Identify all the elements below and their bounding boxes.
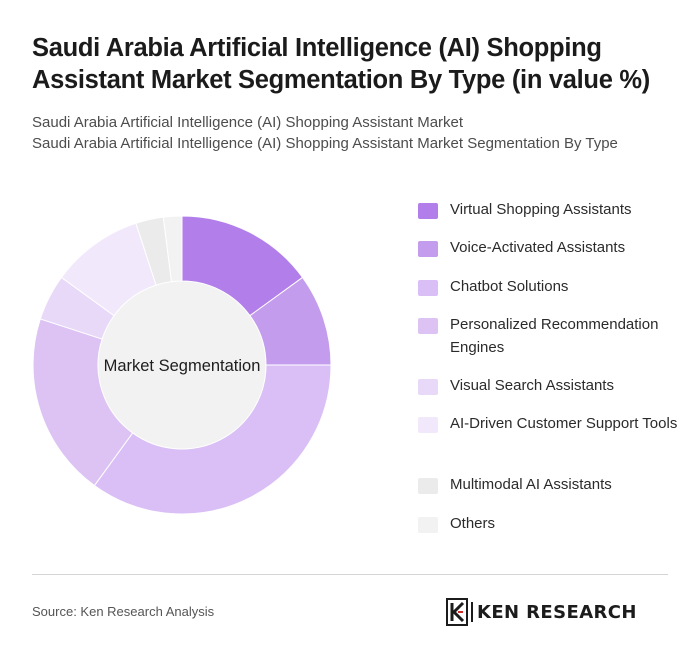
legend-item-virtual-shopping-assistants: Virtual Shopping Assistants: [418, 198, 688, 221]
source-note: Source: Ken Research Analysis: [32, 604, 215, 619]
legend-label: Chatbot Solutions: [450, 278, 569, 295]
footer-divider: [32, 574, 668, 575]
donut-slice-others: [162, 215, 183, 283]
chart-subtitle: Saudi Arabia Artificial Intelligence (AI…: [32, 112, 682, 154]
donut-center-label: Market Segmentation: [32, 214, 332, 516]
legend-swatch: [418, 241, 438, 257]
donut-slice-personalized-recommendation-engines: [32, 318, 134, 487]
logo-text: KEN RESEARCH: [477, 601, 637, 623]
ken-research-logo: KEN RESEARCH: [446, 598, 637, 626]
legend-label: Virtual Shopping Assistants: [450, 201, 632, 218]
legend-swatch: [418, 203, 438, 219]
legend-swatch: [418, 478, 438, 494]
legend-item-personalized-recommendation-engines: Personalized Recommendation Engines: [418, 313, 688, 359]
center-label-text: Market Segmentation: [103, 356, 261, 375]
legend-item-others: Others: [418, 512, 688, 535]
legend-swatch: [418, 318, 438, 334]
legend-swatch: [418, 280, 438, 296]
donut-slice-chatbot-solutions: [93, 364, 332, 515]
legend-label: Others: [450, 515, 496, 532]
legend-label: AI-Driven Customer Support Tools: [450, 415, 678, 432]
legend-label: Personalized Recommendation Engines: [450, 316, 659, 356]
logo-separator: [471, 602, 473, 622]
legend-label: Visual Search Assistants: [450, 377, 614, 394]
legend-label: Multimodal AI Assistants: [450, 476, 612, 493]
ken-research-logo-icon: [446, 598, 468, 626]
legend-item-chatbot-solutions: Chatbot Solutions: [418, 275, 688, 298]
legend-swatch: [418, 379, 438, 395]
subtitle-line-1: Saudi Arabia Artificial Intelligence (AI…: [32, 114, 464, 131]
legend-swatch: [418, 517, 438, 533]
legend-swatch: [418, 417, 438, 433]
legend-item-voice-activated-assistants: Voice-Activated Assistants: [418, 236, 688, 259]
legend-label: Voice-Activated Assistants: [450, 239, 626, 256]
donut-chart: Market Segmentation: [32, 214, 332, 516]
donut-chart-svg: [32, 215, 332, 515]
subtitle-line-2: Saudi Arabia Artificial Intelligence (AI…: [32, 135, 618, 152]
chart-title: Saudi Arabia Artificial Intelligence (AI…: [32, 34, 650, 94]
legend-item-visual-search-assistants: Visual Search Assistants: [418, 374, 688, 397]
donut-hole: [98, 281, 266, 449]
legend-item-multimodal-ai-assistants: Multimodal AI Assistants: [418, 473, 688, 496]
legend-item-ai-driven-customer-support-tools: AI-Driven Customer Support Tools: [418, 412, 688, 435]
